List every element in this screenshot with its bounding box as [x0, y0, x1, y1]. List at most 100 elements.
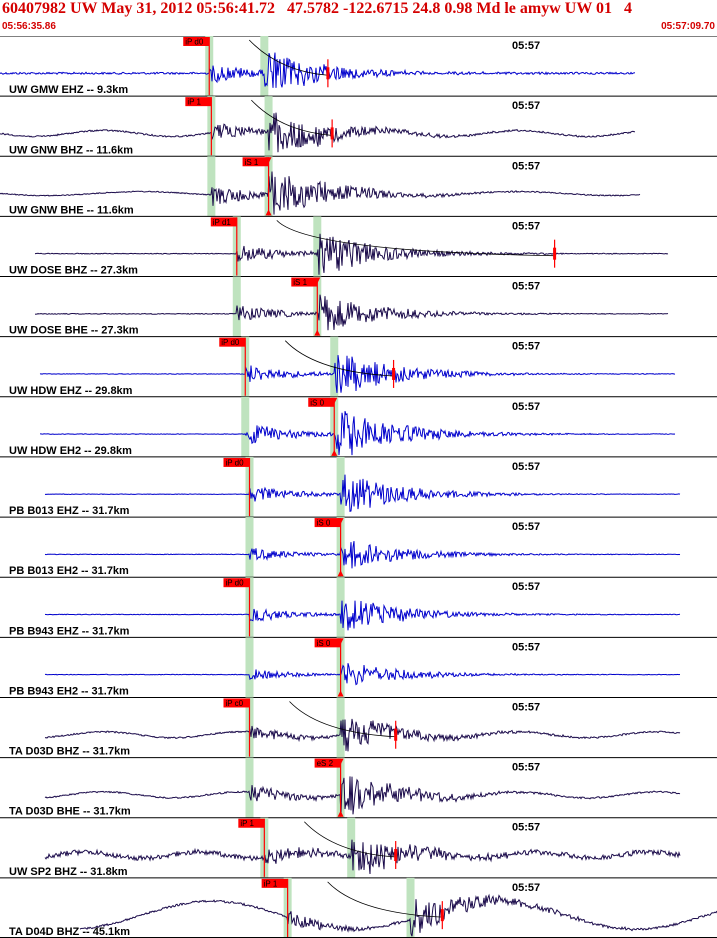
station-label: PB B013 EHZ -- 31.7km	[9, 505, 130, 517]
coda-marker-box	[392, 367, 396, 380]
station-label: UW GMW EHZ -- 9.3km	[9, 84, 128, 96]
waveform	[79, 893, 717, 937]
minute-label: 05:57	[512, 100, 540, 112]
waveform	[44, 663, 681, 686]
minute-label: 05:57	[512, 762, 540, 774]
p-window	[207, 156, 216, 217]
station-label: PB B013 EH2 -- 31.7km	[9, 565, 129, 577]
pick-label-box	[314, 518, 341, 528]
coda-envelope	[284, 340, 394, 377]
trace-panel: iP d1 05:57 UW DOSE BHZ -- 27.3km	[0, 215, 717, 277]
pick-label: iP d1	[213, 218, 232, 227]
waveform	[40, 411, 676, 456]
waveform	[44, 718, 681, 752]
trace-panel: iS 0 05:57 UW HDW EH2 -- 29.8km	[0, 396, 717, 457]
trace-panel: iP d0 05:57 UW GMW EHZ -- 9.3km	[0, 36, 717, 97]
coda-marker-box	[394, 849, 398, 862]
minute-label: 05:57	[512, 341, 540, 353]
trace-panel: iP d0 05:57 UW HDW EHZ -- 29.8km	[0, 336, 717, 397]
pick-label: iS 0	[317, 519, 331, 528]
coda-marker-box	[330, 127, 334, 140]
s-window	[336, 456, 345, 518]
coda-envelope	[251, 99, 333, 136]
station-label: UW GNW BHE -- 11.6km	[9, 204, 134, 216]
pick-label: iS 0	[317, 639, 331, 648]
pick-label: iP 1	[264, 879, 278, 888]
waveform	[34, 294, 669, 331]
pick-label: iP d0	[225, 579, 244, 588]
p-window	[241, 396, 250, 457]
pick-label-box	[210, 217, 237, 227]
minute-label: 05:57	[512, 701, 540, 713]
station-label: UW SP2 BHZ -- 31.8km	[9, 866, 128, 878]
trace-panel: eS 2 05:57 TA D03D BHE -- 31.7km	[0, 757, 717, 818]
coda-envelope	[248, 39, 328, 76]
waveform	[44, 839, 681, 875]
trace-panel: iS 1 05:57 UW GNW BHE -- 11.6km	[0, 155, 717, 217]
seismogram-plot: iP d0 05:57 UW GMW EHZ -- 9.3km iP 1 05:57 UW…	[0, 36, 717, 938]
start-time: 05:56:35.86	[2, 21, 56, 32]
coda-envelope	[304, 821, 396, 858]
trace-panel: iP c0 05:57 TA D03D BHZ -- 31.7km	[0, 696, 717, 758]
s-window	[406, 877, 415, 938]
coda-marker-box	[394, 728, 398, 741]
s-window	[260, 36, 269, 97]
pick-label-box	[242, 157, 269, 167]
trace-panel: iP d0 05:57 PB B943 EHZ -- 31.7km	[0, 576, 717, 638]
event-title: 60407982 UW May 31, 2012 05:56:41.72 47.…	[2, 0, 633, 17]
pick-label-box	[291, 277, 318, 287]
pick-label: iP d0	[225, 458, 244, 467]
pick-label-box	[261, 878, 288, 888]
minute-label: 05:57	[512, 882, 540, 894]
coda-marker-box	[440, 909, 444, 922]
pick-arrow	[337, 810, 344, 817]
header: 60407982 UW May 31, 2012 05:56:41.72 47.…	[0, 0, 717, 36]
waveform	[0, 52, 636, 88]
minute-label: 05:57	[512, 461, 540, 473]
coda-envelope	[276, 220, 555, 257]
pick-label: iP 1	[240, 819, 254, 828]
s-window	[313, 216, 322, 277]
minute-label: 05:57	[512, 581, 540, 593]
minute-label: 05:57	[512, 220, 540, 232]
trace-panel: iS 0 05:57 PB B013 EH2 -- 31.7km	[0, 516, 717, 578]
minute-label: 05:57	[512, 521, 540, 533]
minute-label: 05:57	[512, 281, 540, 293]
pick-label: iP 1	[187, 98, 201, 107]
station-label: UW GNW BHZ -- 11.6km	[9, 144, 133, 156]
minute-label: 05:57	[512, 822, 540, 834]
pick-label-box	[185, 97, 212, 107]
minute-label: 05:57	[512, 40, 540, 52]
waveform	[0, 171, 641, 215]
station-label: TA D04D BHZ -- 45.1km	[9, 926, 130, 938]
minute-label: 05:57	[512, 641, 540, 653]
p-window	[245, 637, 254, 698]
minute-label: 05:57	[512, 401, 540, 413]
coda-marker-box	[553, 247, 557, 260]
waveform	[44, 600, 681, 631]
pick-label: eS 2	[317, 759, 334, 768]
trace-panel: iS 1 05:57 UW DOSE BHE -- 27.3km	[0, 276, 717, 337]
end-time: 05:57:09.70	[661, 21, 715, 32]
pick-arrow	[337, 690, 344, 697]
coda-envelope	[327, 881, 443, 918]
coda-envelope	[289, 701, 396, 738]
pick-label-box	[183, 37, 210, 46]
pick-label-box	[223, 698, 250, 708]
waveform	[34, 233, 669, 275]
pick-label-box	[314, 758, 341, 768]
trace-panel: iP 1 05:57 UW SP2 BHZ -- 31.8km	[0, 817, 717, 878]
minute-label: 05:57	[512, 160, 540, 172]
pick-label-box	[219, 337, 246, 347]
pick-label-box	[238, 818, 265, 828]
waveform	[39, 355, 676, 393]
station-label: PB B943 EH2 -- 31.7km	[9, 685, 129, 697]
s-window	[264, 96, 273, 157]
trace-panel: iS 0 05:57 PB B943 EH2 -- 31.7km	[0, 636, 717, 698]
trace-panel: iP d0 05:57 PB B013 EHZ -- 31.7km	[0, 456, 717, 518]
pick-label: iS 1	[245, 158, 259, 167]
pick-label-box	[223, 578, 250, 588]
pick-label: iS 1	[293, 278, 307, 287]
pick-arrow	[265, 209, 272, 216]
pick-arrow	[331, 449, 338, 456]
